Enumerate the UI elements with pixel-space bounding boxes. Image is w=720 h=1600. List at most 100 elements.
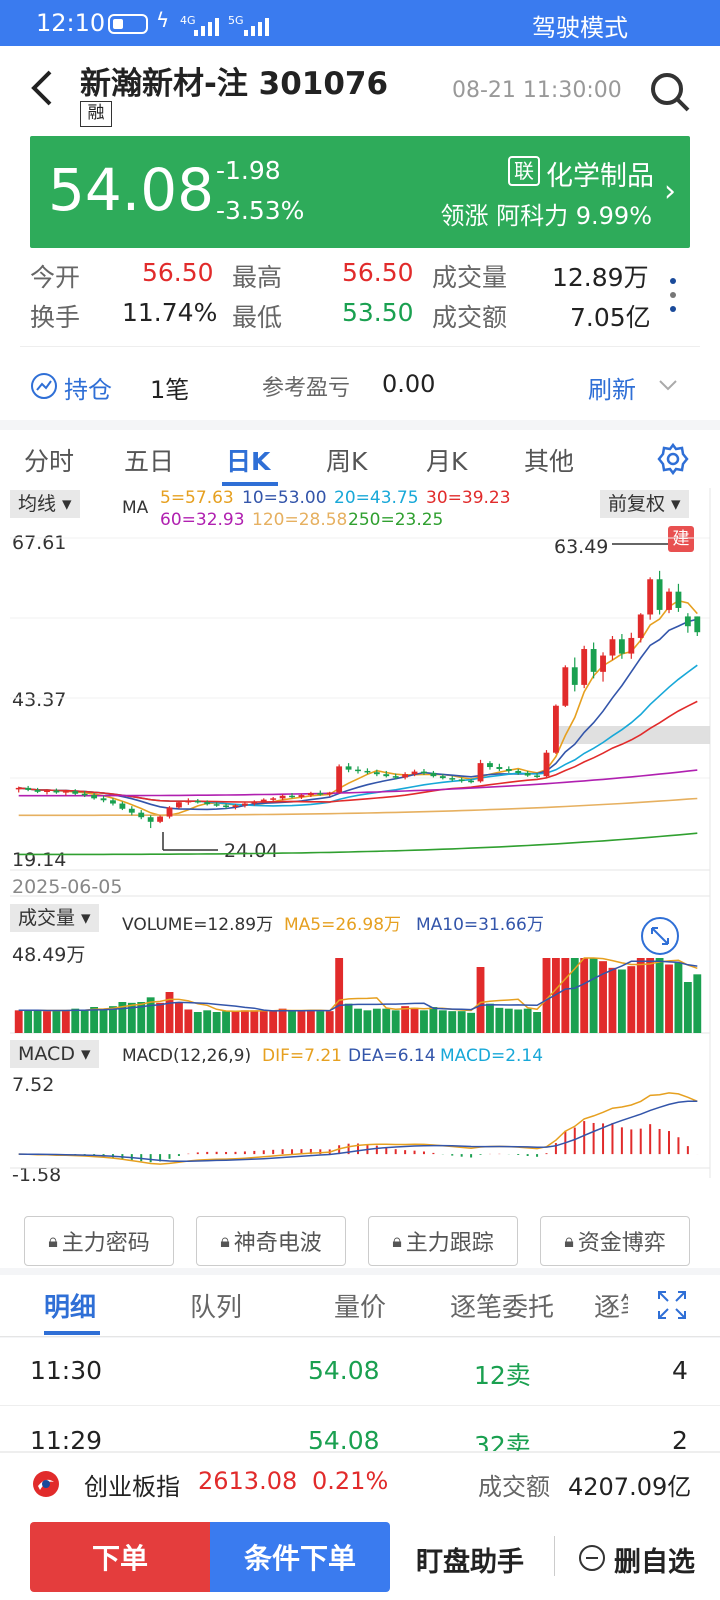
volume-bar [457, 1011, 466, 1033]
candle-body [647, 579, 654, 615]
candle-body [637, 614, 644, 638]
tab-other[interactable]: 其他 [524, 447, 575, 476]
tab-five-day[interactable]: 五日 [124, 447, 175, 476]
sector-leader: 领涨 阿科力 9.99% [440, 202, 653, 230]
kline-chart-panel[interactable]: 均线 ▾ MA 5=57.63 10=53.00 20=43.75 30=39.… [0, 488, 720, 1198]
kline-chart [10, 488, 711, 1178]
expand-icon[interactable] [640, 916, 680, 956]
remove-watchlist-button[interactable]: 删自选 [614, 1547, 695, 1578]
candle-body [81, 793, 88, 796]
tab-weekly-k[interactable]: 周K [326, 447, 368, 476]
search-icon[interactable] [648, 70, 692, 114]
candle-body [477, 763, 484, 782]
volume-bar [325, 1011, 334, 1033]
ma30-legend: 30=39.23 [426, 488, 511, 508]
ma-dropdown[interactable]: 均线 ▾ [10, 490, 80, 518]
volume-y-top: 48.49万 [12, 944, 86, 966]
volume-bar [269, 1011, 278, 1033]
ma60-line [18, 769, 698, 797]
tab-tick-by-tick[interactable]: 逐笔 [594, 1293, 628, 1323]
volume-bar [288, 1011, 296, 1033]
volume-bar [175, 1002, 183, 1033]
candle-body [185, 800, 192, 803]
magic-wave-button[interactable]: 🔒︎ 神奇电波 [196, 1216, 346, 1266]
trade-price: 54.08 [308, 1426, 380, 1452]
tab-detail[interactable]: 明细 [44, 1293, 97, 1323]
tab-volume-price[interactable]: 量价 [334, 1293, 387, 1323]
volume-bar [137, 1002, 146, 1033]
candle-body [458, 779, 465, 781]
ma-label: MA [122, 498, 149, 518]
volume-bar [608, 967, 617, 1033]
ma20-legend: 20=43.75 [334, 488, 419, 508]
volume-bar [259, 1011, 268, 1033]
conditional-order-button[interactable]: 条件下单 [210, 1522, 390, 1592]
more-vertical-icon[interactable] [670, 278, 676, 320]
open-value: 56.50 [142, 258, 214, 287]
back-icon[interactable] [24, 68, 64, 108]
tool-label: 主力跟踪 [405, 1231, 494, 1256]
position-marker: 建 [668, 526, 694, 552]
volume-bar [636, 958, 645, 1033]
driving-mode-label[interactable]: 驾驶模式 [532, 14, 628, 42]
volume-ma5-line [18, 957, 698, 1013]
macd-dropdown[interactable]: MACD ▾ [10, 1040, 99, 1068]
candle-body [232, 805, 239, 807]
macd-dif: DIF=7.21 [262, 1046, 342, 1066]
candle-body [524, 772, 531, 776]
candle-body [100, 798, 107, 801]
candle-body [373, 772, 380, 775]
network-5g-label: 5G [228, 14, 244, 27]
divider [554, 1536, 555, 1576]
turnover-label: 换手 [30, 303, 81, 332]
chevron-down-icon[interactable] [658, 378, 678, 392]
settings-gear-icon[interactable] [656, 442, 690, 476]
watch-assistant-button[interactable]: 盯盘助手 [416, 1547, 524, 1578]
main-force-track-button[interactable]: 🔒︎ 主力跟踪 [368, 1216, 518, 1266]
candle-body [298, 795, 305, 798]
candle-body [345, 766, 352, 770]
ma250-legend: 250=23.25 [348, 510, 444, 530]
lock-icon: 🔒︎ [564, 1230, 574, 1252]
tab-queue[interactable]: 队列 [190, 1293, 243, 1323]
adjust-dropdown[interactable]: 前复权 ▾ [600, 490, 689, 518]
sector-badge: 联 [508, 156, 540, 186]
tab-intraday[interactable]: 分时 [24, 447, 75, 476]
candle-body [581, 649, 588, 685]
tab-daily-k[interactable]: 日K [226, 447, 271, 476]
volume-bar [391, 1010, 400, 1033]
candle-body [590, 649, 597, 672]
volume-bar [14, 1010, 23, 1033]
candle-body [496, 767, 503, 769]
volume-bar [61, 1010, 70, 1033]
ma10-legend: 10=53.00 [242, 488, 327, 508]
volume-bar [382, 1008, 391, 1033]
fund-game-button[interactable]: 🔒︎ 资金博弈 [540, 1216, 690, 1266]
volume-bar [551, 958, 560, 1033]
candle-body [543, 752, 550, 777]
candle-body [600, 655, 606, 672]
price-panel[interactable]: 54.08 -1.98 -3.53% 联 化学制品 领涨 阿科力 9.99% › [30, 136, 690, 248]
order-button[interactable]: 下单 [30, 1522, 210, 1592]
candle-body [439, 776, 446, 779]
tab-underline [222, 482, 278, 486]
index-bar[interactable]: 创业板指 2613.08 0.21% 成交额 4207.09亿 [0, 1452, 720, 1514]
candle-body [157, 816, 164, 822]
ma10-line [18, 618, 698, 811]
tab-order-by-order[interactable]: 逐笔委托 [450, 1293, 555, 1323]
minus-circle-icon[interactable] [578, 1544, 606, 1572]
candle-body [307, 793, 314, 796]
volume-dropdown[interactable]: 成交量 ▾ [10, 904, 99, 932]
volume-bar [156, 1002, 165, 1033]
fullscreen-icon[interactable] [656, 1289, 688, 1321]
amount-value: 7.05亿 [570, 303, 651, 332]
trade-count: 4 [672, 1356, 688, 1385]
volume-bar [486, 1003, 494, 1033]
volume-bar [335, 958, 344, 1033]
holding-label[interactable]: 持仓 [64, 376, 112, 404]
divider [20, 346, 700, 347]
tab-monthly-k[interactable]: 月K [426, 447, 468, 476]
main-force-code-button[interactable]: 🔒︎ 主力密码 [24, 1216, 174, 1266]
candle-body [666, 591, 672, 610]
refresh-button[interactable]: 刷新 [588, 376, 636, 404]
